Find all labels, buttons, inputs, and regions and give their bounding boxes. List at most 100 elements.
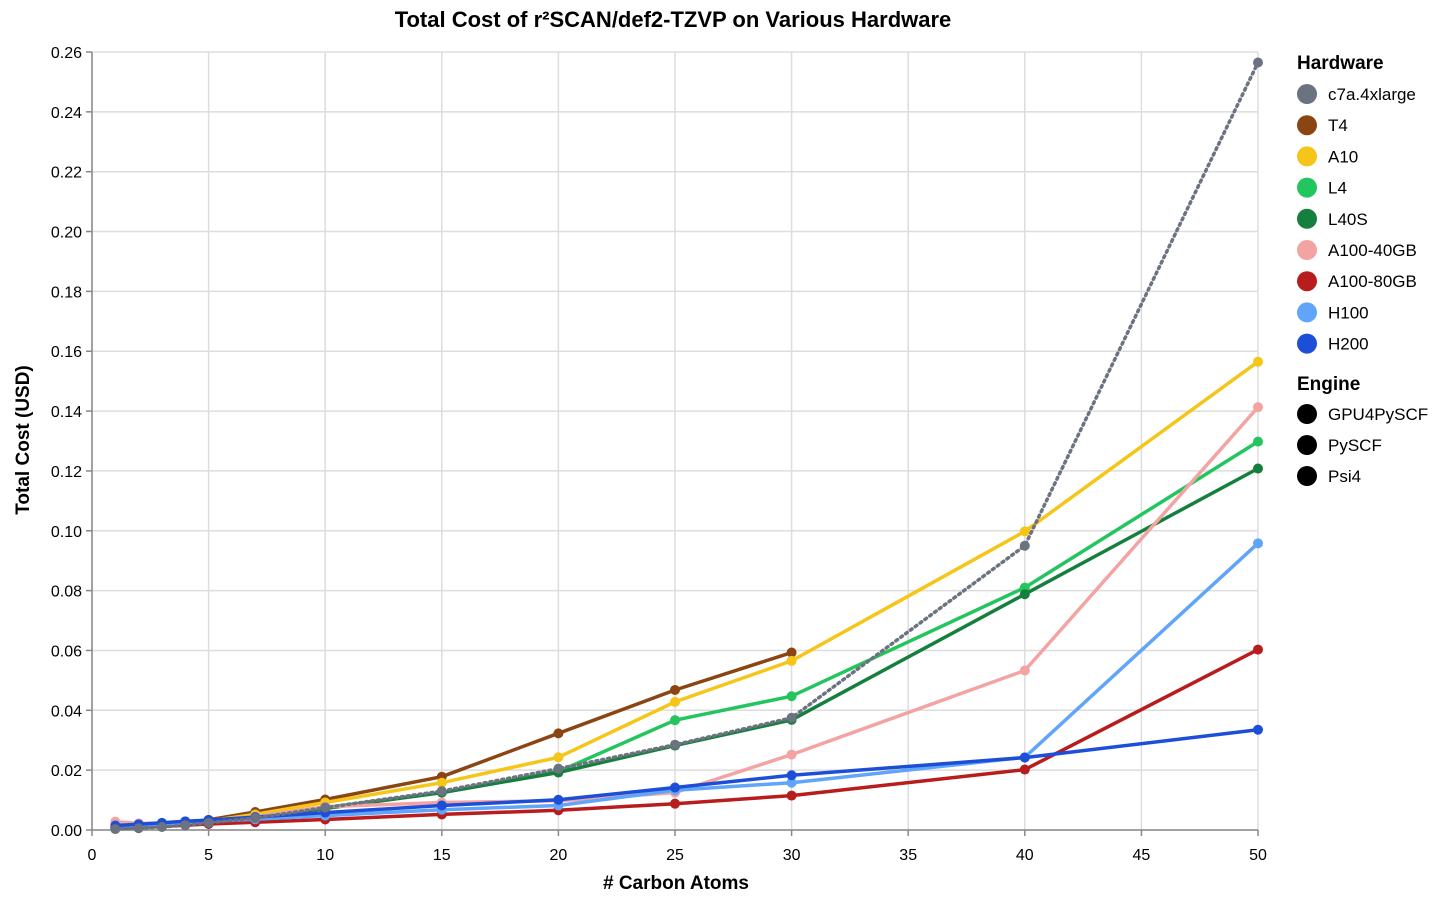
series-a100-80gb [110,644,1263,833]
legend-swatch [1297,208,1317,229]
data-point-h100 [786,777,797,788]
data-point-c7a-4xlarge [133,823,144,834]
legend-label: c7a.4xlarge [1328,85,1416,104]
x-tick-label: 30 [783,847,801,864]
data-point-h200 [786,770,797,781]
legend-label: H200 [1328,335,1369,354]
data-point-c7a-4xlarge [250,813,261,824]
legend-swatch [1297,146,1317,167]
y-tick-label: 0.18 [51,284,82,301]
legend-label: H100 [1328,303,1369,322]
series-l40s [110,463,1263,834]
legend-label: L4 [1328,179,1347,198]
data-point-h200 [553,794,564,805]
data-point-c7a-4xlarge [1253,57,1263,68]
y-tick-label: 0.24 [51,105,82,122]
legend-title-engine: Engine [1297,374,1360,395]
data-point-a100-40gb [1019,665,1030,676]
data-point-l40s [1019,589,1030,600]
data-point-c7a-4xlarge [670,739,680,750]
y-tick-label: 0.10 [51,524,82,541]
data-point-a100-40gb [786,749,797,760]
chart-title: Total Cost of r²SCAN/def2-TZVP on Variou… [395,7,952,32]
x-tick-label: 45 [1133,847,1151,864]
x-tick-label: 25 [666,847,684,864]
gridlines [91,51,1259,831]
series-line-l40s [115,466,1259,830]
y-tick-label: 0.16 [51,344,82,361]
legend-title-hardware: Hardware [1297,53,1384,74]
y-tick-label: 0.20 [51,225,82,242]
legend-swatch [1297,115,1317,136]
series-lines [110,57,1263,835]
legend-swatch [1297,177,1317,198]
x-tick-label: 20 [550,847,568,864]
data-point-l4 [670,715,680,726]
x-tick-label: 50 [1249,847,1267,864]
data-point-a10 [1019,526,1030,537]
legend-label-engine: GPU4PySCF [1328,405,1428,424]
series-line-a100-40gb [115,406,1260,826]
data-point-c7a-4xlarge [320,802,331,813]
data-point-t4 [786,647,797,658]
data-point-l4 [786,691,797,702]
legend-label-engine: PySCF [1328,436,1382,455]
x-tick-label: 0 [88,847,97,864]
legend-swatch [1297,302,1317,323]
y-tick-label: 0.00 [51,823,82,840]
x-tick-label: 40 [1016,847,1034,864]
y-tick-label: 0.14 [51,404,82,421]
y-tick-label: 0.22 [51,165,82,182]
legend-label: T4 [1328,116,1348,135]
series-line-a100-80gb [115,648,1259,830]
data-point-c7a-4xlarge [156,822,167,833]
series-l4 [110,436,1263,834]
data-point-l40s [1253,463,1263,474]
legend-swatch [1297,271,1317,292]
data-point-h200 [436,800,447,811]
x-tick-label: 5 [204,847,213,864]
legend-swatch [1297,333,1317,354]
data-point-a100-80gb [1253,644,1263,655]
data-point-a10 [1253,356,1263,367]
series-line-c7a-4xlarge [113,60,1260,831]
legend-swatch [1297,240,1317,260]
data-point-a10 [553,752,564,763]
data-point-t4 [670,684,680,695]
legend-swatch-engine [1297,466,1317,486]
data-point-c7a-4xlarge [786,712,797,723]
legend: Hardware c7a.4xlarge T4 A10 L4 L40S A100-40GB A… [1297,53,1428,486]
x-tick-label: 15 [433,847,451,864]
x-tick-label: 10 [316,847,334,864]
data-point-l4 [1253,436,1263,447]
series-line-a10 [115,360,1260,830]
legend-label: L40S [1328,210,1368,229]
data-point-c7a-4xlarge [436,786,447,797]
legend-label: A100-80GB [1328,272,1417,291]
y-tick-label: 0.06 [51,643,82,660]
legend-label: A100-40GB [1328,241,1417,260]
data-point-h200 [670,782,680,793]
data-point-c7a-4xlarge [553,763,564,774]
legend-label-engine: Psi4 [1328,467,1361,486]
data-point-a10 [670,696,680,707]
data-point-a100-80gb [670,798,680,809]
data-point-h200 [1019,752,1030,763]
data-point-t4 [553,728,564,739]
legend-swatch-engine [1297,404,1317,424]
series-a100-40gb [110,402,1263,829]
data-point-c7a-4xlarge [1019,540,1030,551]
data-point-c7a-4xlarge [203,817,214,828]
legend-swatch [1297,84,1317,104]
legend-label: A10 [1328,147,1358,166]
data-point-a100-80gb [1019,764,1030,775]
y-tick-label: 0.02 [51,763,82,780]
data-point-a10 [786,655,797,666]
x-tick-label: 35 [899,847,917,864]
y-tick-label: 0.04 [51,703,82,720]
y-tick-label: 0.26 [51,45,82,62]
data-point-c7a-4xlarge [180,820,191,831]
data-point-a100-40gb [1253,402,1263,413]
series-c7a-4xlarge [110,57,1263,835]
